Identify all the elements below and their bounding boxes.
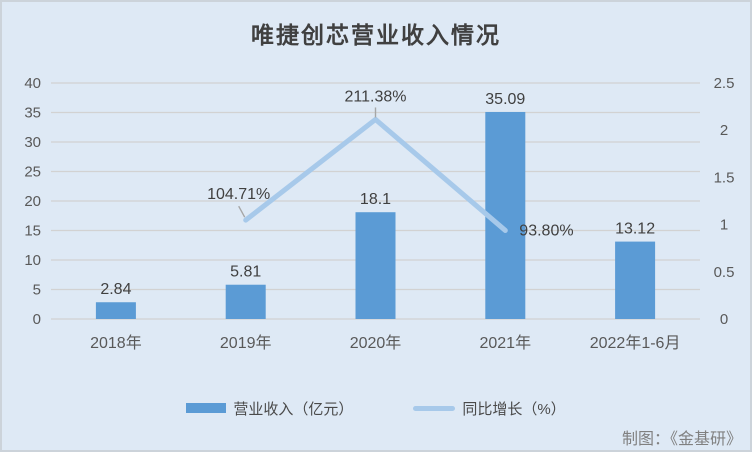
credit-text: 制图：《金基研》 <box>621 431 742 448</box>
bar <box>615 241 656 319</box>
label-leader-line <box>238 205 246 218</box>
bar-value-label: 13.12 <box>615 221 655 238</box>
line-value-label: 104.71% <box>207 186 270 203</box>
bar-value-label: 2.84 <box>100 281 131 298</box>
bar <box>95 302 136 319</box>
y-axis-label-left: 5 <box>33 282 41 299</box>
y-axis-label-left: 20 <box>24 193 41 210</box>
y-axis-label-left: 15 <box>24 223 41 240</box>
y-axis-label-left: 0 <box>33 311 41 328</box>
legend-item-revenue: 营业收入（亿元） <box>186 398 353 419</box>
line-value-label: 93.80% <box>519 222 573 239</box>
bar <box>225 284 266 319</box>
legend-label-revenue: 营业收入（亿元） <box>233 400 354 418</box>
y-axis-label-right: 1 <box>720 217 728 234</box>
legend-label-growth: 同比增长（%） <box>462 400 566 418</box>
y-axis-label-right: 2 <box>720 122 728 139</box>
x-axis-label: 2020年 <box>350 334 402 352</box>
bar-value-label: 5.81 <box>230 264 261 281</box>
line-value-label: 211.38% <box>345 88 407 105</box>
x-axis-label: 2018年 <box>90 334 142 352</box>
y-axis-label-left: 25 <box>24 164 41 181</box>
bar <box>355 212 396 319</box>
bar-series-swatch <box>186 403 227 413</box>
chart-title: 唯捷创芯营业收入情况 <box>251 23 501 48</box>
x-axis-label: 2022年1-6月 <box>590 334 681 352</box>
legend-item-growth: 同比增长（%） <box>413 398 566 419</box>
y-axis-label-right: 0 <box>720 311 728 328</box>
bar-value-label: 35.09 <box>485 91 525 108</box>
y-axis-label-right: 1.5 <box>714 169 735 186</box>
x-axis-label: 2021年 <box>479 334 531 352</box>
chart-legend: 营业收入（亿元） 同比增长（%） <box>2 397 750 419</box>
y-axis-label-left: 40 <box>24 75 41 92</box>
x-axis-label: 2019年 <box>220 334 272 352</box>
bar <box>485 111 526 320</box>
y-axis-label-left: 30 <box>24 134 41 151</box>
bar-value-label: 18.1 <box>360 191 391 208</box>
growth-line <box>243 116 508 233</box>
y-axis-label-left: 10 <box>24 252 41 269</box>
line-series-swatch <box>413 405 456 411</box>
y-axis-label-right: 0.5 <box>714 264 735 281</box>
y-axis-label-left: 35 <box>24 105 41 122</box>
y-axis-label-right: 2.5 <box>714 75 735 92</box>
